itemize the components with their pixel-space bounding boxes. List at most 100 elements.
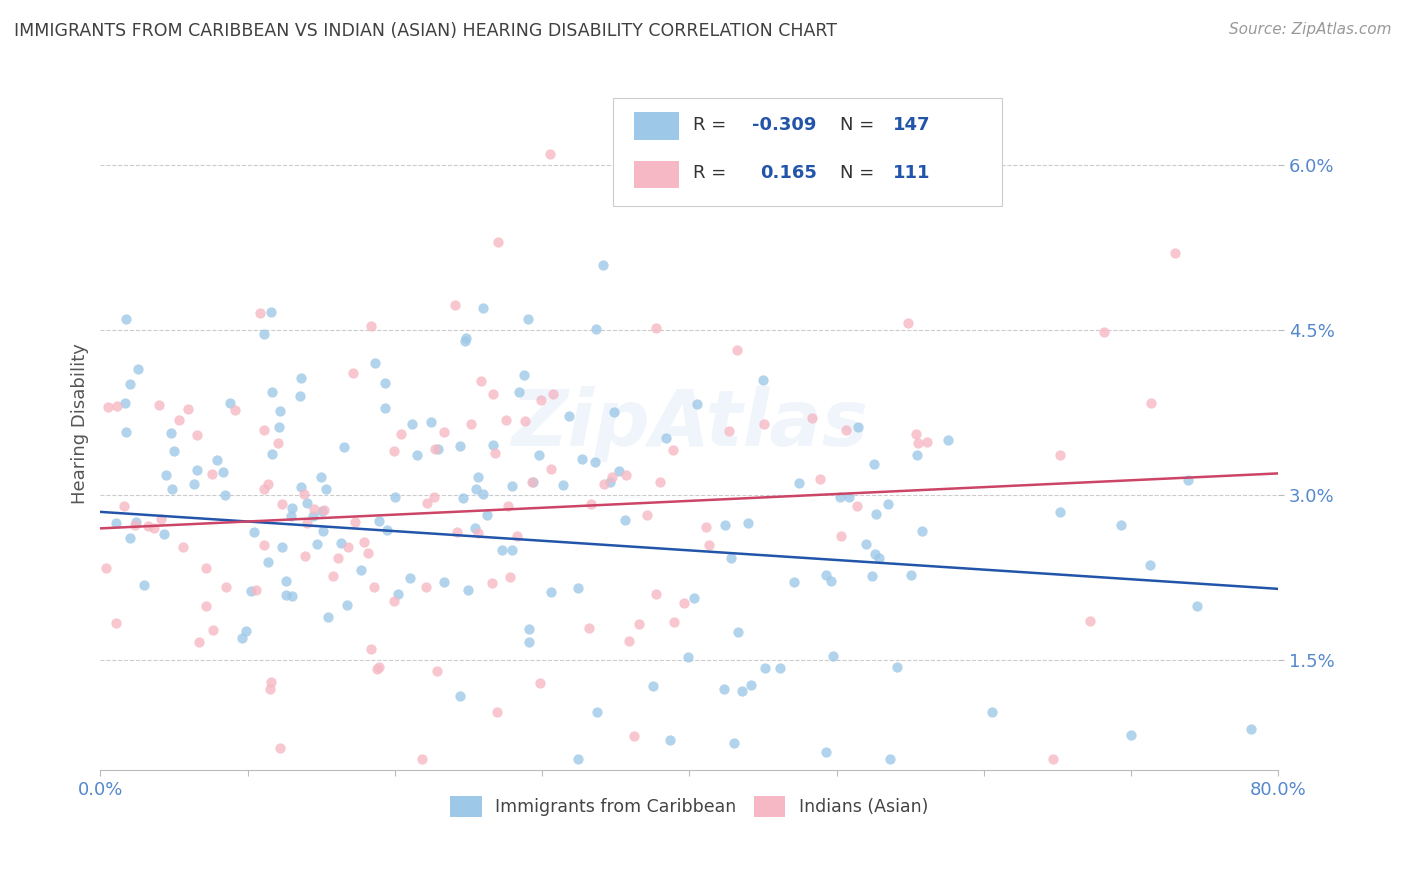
Point <box>581 497 603 511</box>
Point <box>662 615 685 629</box>
Point <box>915 435 938 450</box>
Point <box>464 521 486 535</box>
Point <box>256 477 278 491</box>
Point <box>267 420 290 434</box>
Point <box>481 576 503 591</box>
Point <box>838 490 860 504</box>
Text: 147: 147 <box>893 116 931 134</box>
Point <box>662 443 685 458</box>
Point <box>863 547 886 561</box>
Point <box>420 415 443 429</box>
Point <box>253 482 276 496</box>
Text: Source: ZipAtlas.com: Source: ZipAtlas.com <box>1229 22 1392 37</box>
Point <box>607 464 630 478</box>
Point <box>465 482 488 496</box>
Point <box>155 468 177 483</box>
Point <box>444 297 467 311</box>
Y-axis label: Hearing Disability: Hearing Disability <box>72 343 89 504</box>
Point <box>360 642 382 657</box>
Point <box>201 467 224 482</box>
Point <box>583 455 606 469</box>
Point <box>290 370 312 384</box>
Point <box>697 538 720 552</box>
Point <box>406 448 429 462</box>
Point <box>270 497 292 511</box>
Point <box>249 306 271 320</box>
Point <box>801 411 824 425</box>
Point <box>540 585 562 599</box>
Point <box>1049 448 1071 462</box>
Point <box>271 540 294 554</box>
Point <box>433 425 456 439</box>
Point <box>224 403 246 417</box>
Point <box>713 518 735 533</box>
Point <box>384 490 406 504</box>
Point <box>905 427 928 442</box>
Point <box>186 428 208 442</box>
Point <box>782 575 804 590</box>
Point <box>769 661 792 675</box>
Point <box>260 385 283 400</box>
Point <box>725 343 748 357</box>
Point <box>183 476 205 491</box>
Point <box>567 582 589 596</box>
Point <box>433 575 456 590</box>
Point <box>522 475 544 490</box>
Point <box>333 440 356 454</box>
Point <box>636 508 658 522</box>
Point <box>336 598 359 612</box>
Point <box>517 634 540 648</box>
Point <box>449 439 471 453</box>
Point <box>673 596 696 610</box>
Text: N =: N = <box>841 116 880 134</box>
Point <box>329 536 352 550</box>
Point <box>342 366 364 380</box>
Point <box>367 660 389 674</box>
Point <box>416 496 439 510</box>
Point <box>364 356 387 370</box>
Point <box>720 551 742 566</box>
Point <box>907 435 929 450</box>
Point <box>312 524 335 539</box>
Point <box>256 556 278 570</box>
Point <box>491 543 513 558</box>
Point <box>202 623 225 637</box>
Point <box>411 752 433 766</box>
Point <box>449 689 471 703</box>
Point <box>375 523 398 537</box>
Point <box>153 526 176 541</box>
Point <box>1111 517 1133 532</box>
Point <box>366 662 388 676</box>
Point <box>676 650 699 665</box>
Point <box>814 745 837 759</box>
Point <box>148 398 170 412</box>
Point <box>374 401 396 415</box>
Point <box>460 417 482 431</box>
Point <box>115 311 138 326</box>
Point <box>516 312 538 326</box>
Point <box>481 438 503 452</box>
Point <box>508 385 530 400</box>
Point <box>529 676 551 690</box>
Point <box>655 432 678 446</box>
Point <box>353 535 375 549</box>
Point <box>1092 325 1115 339</box>
Point <box>350 563 373 577</box>
Point <box>541 386 564 401</box>
Point <box>495 413 517 427</box>
Point <box>538 147 561 161</box>
Point <box>855 537 877 551</box>
Point <box>695 520 717 534</box>
Point <box>835 423 858 437</box>
Point <box>252 424 274 438</box>
Point <box>453 491 475 506</box>
Point <box>823 648 845 663</box>
Point <box>981 705 1004 719</box>
Point <box>1121 728 1143 742</box>
Point <box>415 580 437 594</box>
Point <box>187 635 209 649</box>
Point <box>1240 722 1263 736</box>
Point <box>269 741 291 756</box>
Point <box>311 504 333 518</box>
Point <box>1139 558 1161 572</box>
